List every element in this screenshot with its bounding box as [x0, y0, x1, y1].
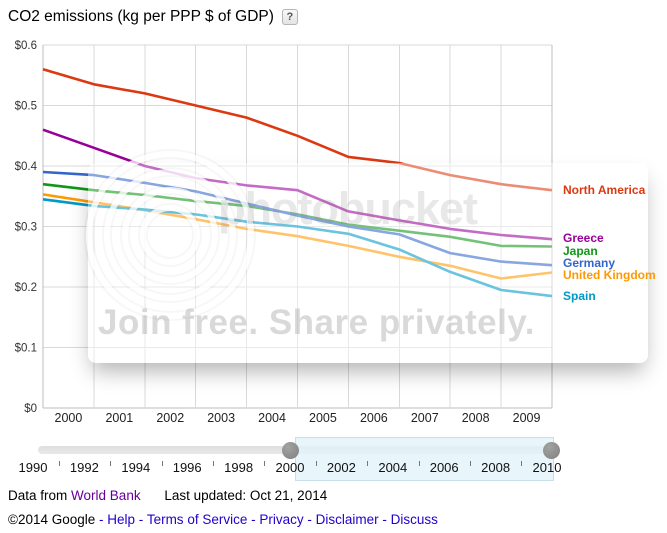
slider-year-label: 1998 — [224, 460, 254, 475]
slider-minor-tick — [315, 461, 317, 466]
copyright-label: ©2014 Google — [8, 512, 96, 527]
footer-links: - Help - Terms of Service - Privacy - Di… — [99, 512, 438, 527]
slider-handle-left[interactable] — [282, 441, 299, 459]
slider-year-label: 2004 — [378, 460, 408, 475]
slider-minor-tick — [418, 461, 420, 466]
source-line: Data from World Bank Last updated: Oct 2… — [8, 488, 327, 503]
time-range-slider: 1990 1992 1994 1996 1998 2000 2002 2004 2006 2008… — [0, 436, 667, 484]
legend-label-spain: Spain — [563, 289, 596, 303]
chart-header: CO2 emissions (kg per PPP $ of GDP) ? — [8, 7, 298, 27]
footer-link-separator: - — [247, 512, 260, 527]
slider-selected-range[interactable] — [295, 437, 554, 481]
y-axis-tick-label: $0.3 — [15, 222, 37, 234]
slider-year-label: 1996 — [172, 460, 202, 475]
emissions-line-chart: $0 $0.1 $0.2 $0.3 $0.4 $0.5 $0.6 2000 2001 2002 20… — [15, 40, 553, 425]
x-axis-tick-label: 2009 — [513, 411, 541, 425]
footer-link-separator: - — [303, 512, 316, 527]
y-axis-tick-label: $0 — [24, 403, 37, 415]
footer-link-disclaimer[interactable]: Disclaimer — [315, 512, 379, 527]
slider-year-label: 2000 — [275, 460, 305, 475]
y-axis-tick-label: $0.6 — [15, 40, 37, 52]
footer-link-separator: - — [135, 512, 147, 527]
x-axis-tick-label: 2004 — [258, 411, 286, 425]
x-axis-tick-label: 2001 — [105, 411, 133, 425]
slider-year-label: 2008 — [481, 460, 511, 475]
y-axis-tick-label: $0.1 — [15, 343, 37, 355]
y-axis-tick-label: $0.5 — [15, 101, 37, 113]
slider-year-label: 1992 — [69, 460, 99, 475]
slider-minor-tick — [521, 461, 523, 466]
x-axis-tick-label: 2003 — [207, 411, 235, 425]
slider-year-label: 2006 — [429, 460, 459, 475]
slider-minor-tick — [161, 461, 163, 466]
help-button[interactable]: ? — [281, 9, 298, 25]
slider-minor-tick — [469, 461, 471, 466]
legend-label-united-kingdom: United Kingdom — [563, 268, 656, 282]
y-axis-tick-label: $0.2 — [15, 282, 37, 294]
x-axis-tick-label: 2002 — [156, 411, 184, 425]
legend-label-greece: Greece — [563, 231, 604, 245]
slider-minor-tick — [367, 461, 369, 466]
copyright-line: ©2014 Google - Help - Terms of Service -… — [8, 512, 438, 527]
slider-year-label: 2002 — [326, 460, 356, 475]
slider-year-label: 1994 — [121, 460, 151, 475]
slider-year-label: 2010 — [532, 460, 562, 475]
slider-minor-tick — [58, 461, 60, 466]
legend-label-japan: Japan — [563, 244, 598, 258]
x-axis-tick-label: 2007 — [411, 411, 439, 425]
footer-link-help[interactable]: Help — [107, 512, 136, 527]
data-from-label: Data from — [8, 488, 68, 503]
x-axis-tick-label: 2006 — [360, 411, 388, 425]
slider-minor-tick — [212, 461, 214, 466]
legend-label-germany: Germany — [563, 256, 616, 270]
legend-label-north-america: North America — [563, 183, 646, 197]
series-line-north-america[interactable] — [42, 67, 553, 192]
x-axis-tick-label: 2008 — [462, 411, 490, 425]
x-axis-tick-label: 2005 — [309, 411, 337, 425]
footer-link-separator: - — [378, 512, 391, 527]
slider-minor-tick — [110, 461, 112, 466]
world-bank-link[interactable]: World Bank — [71, 488, 141, 503]
footer-link-terms-of-service[interactable]: Terms of Service — [146, 512, 248, 527]
x-axis-tick-label: 2000 — [55, 411, 83, 425]
footer-link-separator: - — [99, 512, 108, 527]
slider-minor-tick — [264, 461, 266, 466]
slider-year-label: 1990 — [18, 460, 48, 475]
series-line-greece[interactable] — [42, 128, 553, 241]
y-axis-tick-label: $0.4 — [15, 161, 38, 173]
series-line-germany[interactable] — [42, 170, 553, 267]
page-title: CO2 emissions (kg per PPP $ of GDP) — [8, 8, 274, 25]
footer-link-discuss[interactable]: Discuss — [390, 512, 438, 527]
footer-link-privacy[interactable]: Privacy — [259, 512, 304, 527]
slider-handle-right[interactable] — [543, 441, 560, 459]
last-updated-label: Last updated: Oct 21, 2014 — [164, 488, 328, 503]
